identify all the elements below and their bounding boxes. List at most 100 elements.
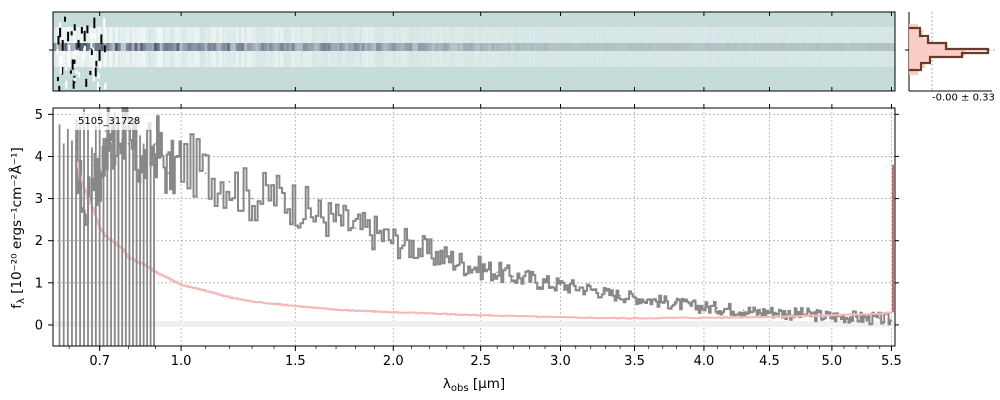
series-0-point — [294, 201, 297, 204]
cutout-noise — [80, 26, 83, 34]
cutout-core — [403, 43, 408, 51]
cutout-core — [841, 43, 846, 51]
series-1-point — [755, 316, 758, 318]
cutout-core — [308, 43, 312, 51]
series-0-point — [843, 315, 845, 318]
cutout-core — [159, 43, 164, 51]
cutout-core — [541, 43, 545, 51]
cutout-core — [423, 43, 427, 51]
x-tick-label-1: 1.0 — [171, 354, 192, 369]
cutout-halo — [844, 27, 848, 67]
series-1-point — [781, 315, 784, 318]
series-0-point — [354, 227, 357, 229]
series-layer — [58, 107, 894, 346]
cutout-halo — [131, 27, 135, 67]
cutout-halo — [260, 27, 265, 67]
cutout-core — [872, 43, 876, 51]
cutout-halo — [793, 27, 798, 67]
cutout-halo — [852, 27, 857, 67]
cutout-core — [238, 43, 242, 51]
x-axis-label-main: λ — [443, 376, 451, 392]
cutout-halo — [552, 27, 556, 67]
cutout-core — [701, 43, 705, 51]
y-tick-label-4: 4 — [35, 150, 43, 165]
series-1-point — [428, 312, 431, 315]
cutout-halo — [603, 27, 607, 67]
cutout-halo — [252, 27, 256, 67]
cutout-core — [527, 43, 531, 51]
cutout-halo — [667, 27, 672, 67]
x-tick-label-10: 5.5 — [881, 354, 902, 369]
series-0-point — [633, 296, 636, 299]
cutout-halo — [69, 27, 74, 67]
x-tick-label-4: 2.5 — [470, 354, 491, 369]
cutout-halo — [833, 27, 837, 67]
cutout-halo — [257, 27, 262, 67]
cutout-core — [706, 43, 711, 51]
x-tick-label-2: 1.5 — [285, 354, 306, 369]
cutout-core — [763, 43, 767, 51]
cutout-halo — [757, 27, 761, 67]
cutout-core — [740, 43, 745, 51]
cutout-core — [676, 43, 680, 51]
cutout-halo — [706, 27, 711, 67]
cutout-halo — [459, 27, 464, 67]
cutout-core — [120, 43, 124, 51]
cutout-core — [269, 43, 273, 51]
cutout-core — [855, 43, 860, 51]
cutout-core — [311, 43, 315, 51]
cutout-halo — [622, 27, 627, 67]
cutout-core — [361, 43, 366, 51]
cutout-core — [350, 43, 354, 51]
cutout-core — [807, 43, 812, 51]
cutout-halo — [690, 27, 694, 67]
cutout-halo — [344, 27, 349, 67]
y-tick-label-1: 1 — [35, 276, 43, 291]
cutout-core — [662, 43, 666, 51]
cutout-halo — [656, 27, 660, 67]
cutout-halo — [162, 27, 166, 67]
cutout-halo — [628, 27, 632, 67]
cutout-core — [510, 43, 514, 51]
cutout-halo — [221, 27, 225, 67]
x-tick-label-7: 4.0 — [694, 354, 715, 369]
cutout-core — [892, 43, 896, 51]
cutout-core — [299, 43, 304, 51]
series-1-point — [675, 316, 678, 319]
cutout-core — [530, 43, 534, 51]
cutout-core — [210, 43, 214, 51]
histogram-outline — [909, 26, 990, 72]
cutout-core — [342, 43, 346, 51]
cutout-halo — [249, 27, 253, 67]
cutout-noise — [94, 67, 97, 77]
cutout-noise — [89, 70, 92, 75]
cutout-halo — [468, 27, 472, 67]
cutout-halo — [774, 27, 778, 67]
cutout-noise — [104, 83, 107, 90]
cutout-core — [653, 43, 658, 51]
cutout-core — [572, 43, 576, 51]
cutout-core — [476, 43, 481, 51]
cutout-halo — [692, 27, 697, 67]
cutout-halo — [401, 27, 405, 67]
cutout-core — [117, 43, 121, 51]
cutout-core — [246, 43, 251, 51]
y-axis-label-units: [10⁻²⁰ ergs⁻¹cm⁻²Å⁻¹] — [8, 147, 25, 298]
cutout-core — [420, 43, 425, 51]
cutout-core — [552, 43, 556, 51]
cutout-core — [176, 43, 180, 51]
cutout-core — [314, 43, 318, 51]
cutout-core — [636, 43, 641, 51]
cutout-core — [232, 43, 237, 51]
cutout-core — [704, 43, 708, 51]
cutout-core — [285, 43, 290, 51]
cutout-core — [386, 43, 391, 51]
cutout-halo — [855, 27, 860, 67]
cutout-noise — [92, 66, 95, 73]
series-1-point — [589, 316, 592, 319]
cutout-core — [417, 43, 422, 51]
cutout-noise — [103, 45, 106, 53]
cutout-halo — [850, 27, 854, 67]
cutout-core — [443, 43, 447, 51]
cutout-core — [260, 43, 265, 51]
